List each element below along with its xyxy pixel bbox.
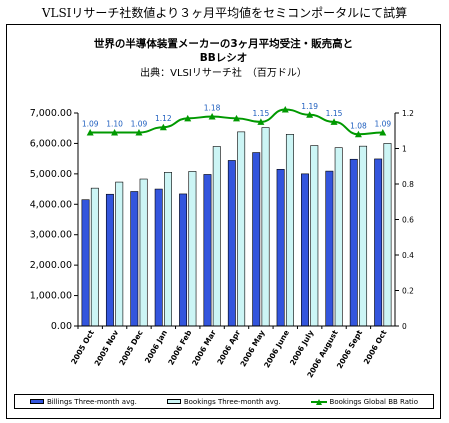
bar-bookings bbox=[383, 143, 392, 327]
bar-billings bbox=[154, 188, 163, 327]
y2-tick-label: 0.4 bbox=[402, 251, 414, 260]
legend-label-billings: Billings Three-month avg. bbox=[46, 397, 137, 406]
legend-label-bookings: Bookings Three-month avg. bbox=[183, 397, 281, 406]
bar-billings bbox=[374, 158, 383, 327]
x-tick-label: 2006 Jan bbox=[143, 329, 169, 365]
x-tick-label: 2006 July bbox=[288, 328, 315, 366]
bb-ratio-point bbox=[257, 118, 265, 125]
bb-ratio-point bbox=[281, 105, 289, 113]
bar-billings bbox=[179, 193, 188, 327]
bar-billings bbox=[276, 168, 285, 327]
x-tick-label: 2005 Dec bbox=[117, 329, 144, 367]
bar-billings bbox=[203, 174, 212, 327]
y-tick-label: 4,000.00 bbox=[30, 199, 72, 210]
bar-bookings bbox=[90, 187, 99, 327]
bar-bookings bbox=[188, 171, 197, 327]
bb-ratio-point bbox=[184, 114, 192, 122]
bar-billings bbox=[301, 173, 309, 327]
x-tick-label: 2005 Oct bbox=[69, 328, 96, 366]
bb-ratio-label: 1.15 bbox=[326, 109, 343, 118]
bar-billings bbox=[105, 193, 114, 327]
bb-ratio-point bbox=[233, 114, 240, 122]
bb-ratio-point bbox=[379, 129, 387, 136]
bar-bookings bbox=[237, 131, 246, 327]
y2-tick-label: 1 bbox=[402, 145, 407, 154]
legend-item-bookings: Bookings Three-month avg. bbox=[166, 397, 281, 406]
legend-swatch-bookings bbox=[166, 399, 181, 404]
x-tick-label: 2006 Oct bbox=[362, 328, 389, 366]
bb-ratio-label: 1.19 bbox=[301, 102, 318, 111]
bar-bookings bbox=[359, 145, 368, 327]
bb-ratio-label: 1.12 bbox=[155, 114, 172, 123]
bar-bookings bbox=[334, 147, 343, 327]
bb-ratio-label: 1.09 bbox=[82, 120, 99, 129]
bb-ratio-point bbox=[306, 111, 314, 118]
x-tick-label: 2006 Apr bbox=[215, 328, 242, 366]
bb-ratio-point bbox=[159, 123, 167, 131]
bb-ratio-label: 1.10 bbox=[106, 120, 123, 129]
y-tick-label: 7,000.00 bbox=[30, 108, 72, 119]
bb-ratio-point bbox=[330, 118, 338, 125]
chart-legend: Billings Three-month avg. Bookings Three… bbox=[14, 394, 434, 409]
bar-bookings bbox=[212, 146, 221, 327]
bb-ratio-point bbox=[111, 129, 119, 136]
bb-ratio-point bbox=[135, 129, 143, 136]
legend-item-billings: Billings Three-month avg. bbox=[29, 397, 137, 406]
y-tick-label: 1,000.00 bbox=[30, 291, 72, 302]
x-tick-label: 2005 Nov bbox=[93, 328, 121, 367]
bar-bookings bbox=[115, 181, 124, 327]
y2-tick-label: 0.2 bbox=[402, 287, 414, 296]
bb-ratio-point bbox=[208, 113, 216, 120]
y2-tick-label: 1.2 bbox=[402, 109, 414, 118]
page-header: VLSIリサーチ社数値より３ヶ月平均値をセミコンポータルにて試算 bbox=[41, 6, 408, 20]
bb-ratio-label: 1.09 bbox=[131, 120, 148, 129]
bar-bookings bbox=[139, 178, 148, 327]
bar-bookings bbox=[310, 145, 319, 327]
y-tick-label: 2,000.00 bbox=[30, 260, 72, 271]
x-tick-label: 2006 June bbox=[262, 329, 291, 370]
legend-item-bb-ratio: Bookings Global BB Ratio bbox=[310, 397, 418, 406]
y-tick-label: 0.00 bbox=[51, 321, 72, 332]
y-tick-label: 6,000.00 bbox=[30, 138, 72, 149]
legend-swatch-billings bbox=[29, 399, 44, 404]
x-tick-label: 2006 Sept bbox=[335, 328, 364, 370]
y2-tick-label: 0.6 bbox=[402, 216, 414, 225]
x-tick-label: 2006 Feb bbox=[166, 328, 193, 367]
y-tick-label: 3,000.00 bbox=[30, 230, 72, 241]
bar-bookings bbox=[285, 134, 294, 327]
bar-bookings bbox=[164, 172, 172, 327]
bb-ratio-label: 1.08 bbox=[350, 121, 367, 130]
bb-ratio-label: 1.09 bbox=[374, 120, 391, 129]
bar-billings bbox=[252, 152, 261, 327]
bar-billings bbox=[349, 158, 358, 327]
y2-tick-label: 0 bbox=[402, 322, 407, 331]
y-tick-label: 5,000.00 bbox=[30, 169, 72, 180]
chart-subtitle: 出典：VLSIリサーチ社 （百万ドル） bbox=[140, 68, 307, 79]
y2-tick-label: 0.8 bbox=[402, 180, 414, 189]
bb-ratio-label: 1.15 bbox=[253, 109, 270, 118]
x-tick-label: 2006 Mar bbox=[190, 328, 218, 367]
bb-ratio-point bbox=[86, 129, 94, 136]
bar-billings bbox=[130, 191, 139, 327]
bb-ratio-point bbox=[354, 130, 362, 138]
bar-billings bbox=[325, 170, 334, 327]
x-tick-label: 2006 May bbox=[238, 328, 266, 368]
bar-billings bbox=[81, 199, 90, 327]
bar-billings bbox=[227, 160, 236, 327]
chart-title: 世界の半導体装置メーカーの3ヶ月平均受注・販売高と bbox=[93, 38, 354, 50]
legend-label-bb-ratio: Bookings Global BB Ratio bbox=[329, 397, 418, 406]
legend-swatch-bb-ratio bbox=[310, 398, 327, 406]
bb-ratio-label: 1.18 bbox=[204, 104, 221, 113]
chart-title-line2: BBレシオ bbox=[199, 52, 248, 64]
bar-bookings bbox=[261, 127, 270, 327]
plot-area bbox=[78, 113, 395, 326]
